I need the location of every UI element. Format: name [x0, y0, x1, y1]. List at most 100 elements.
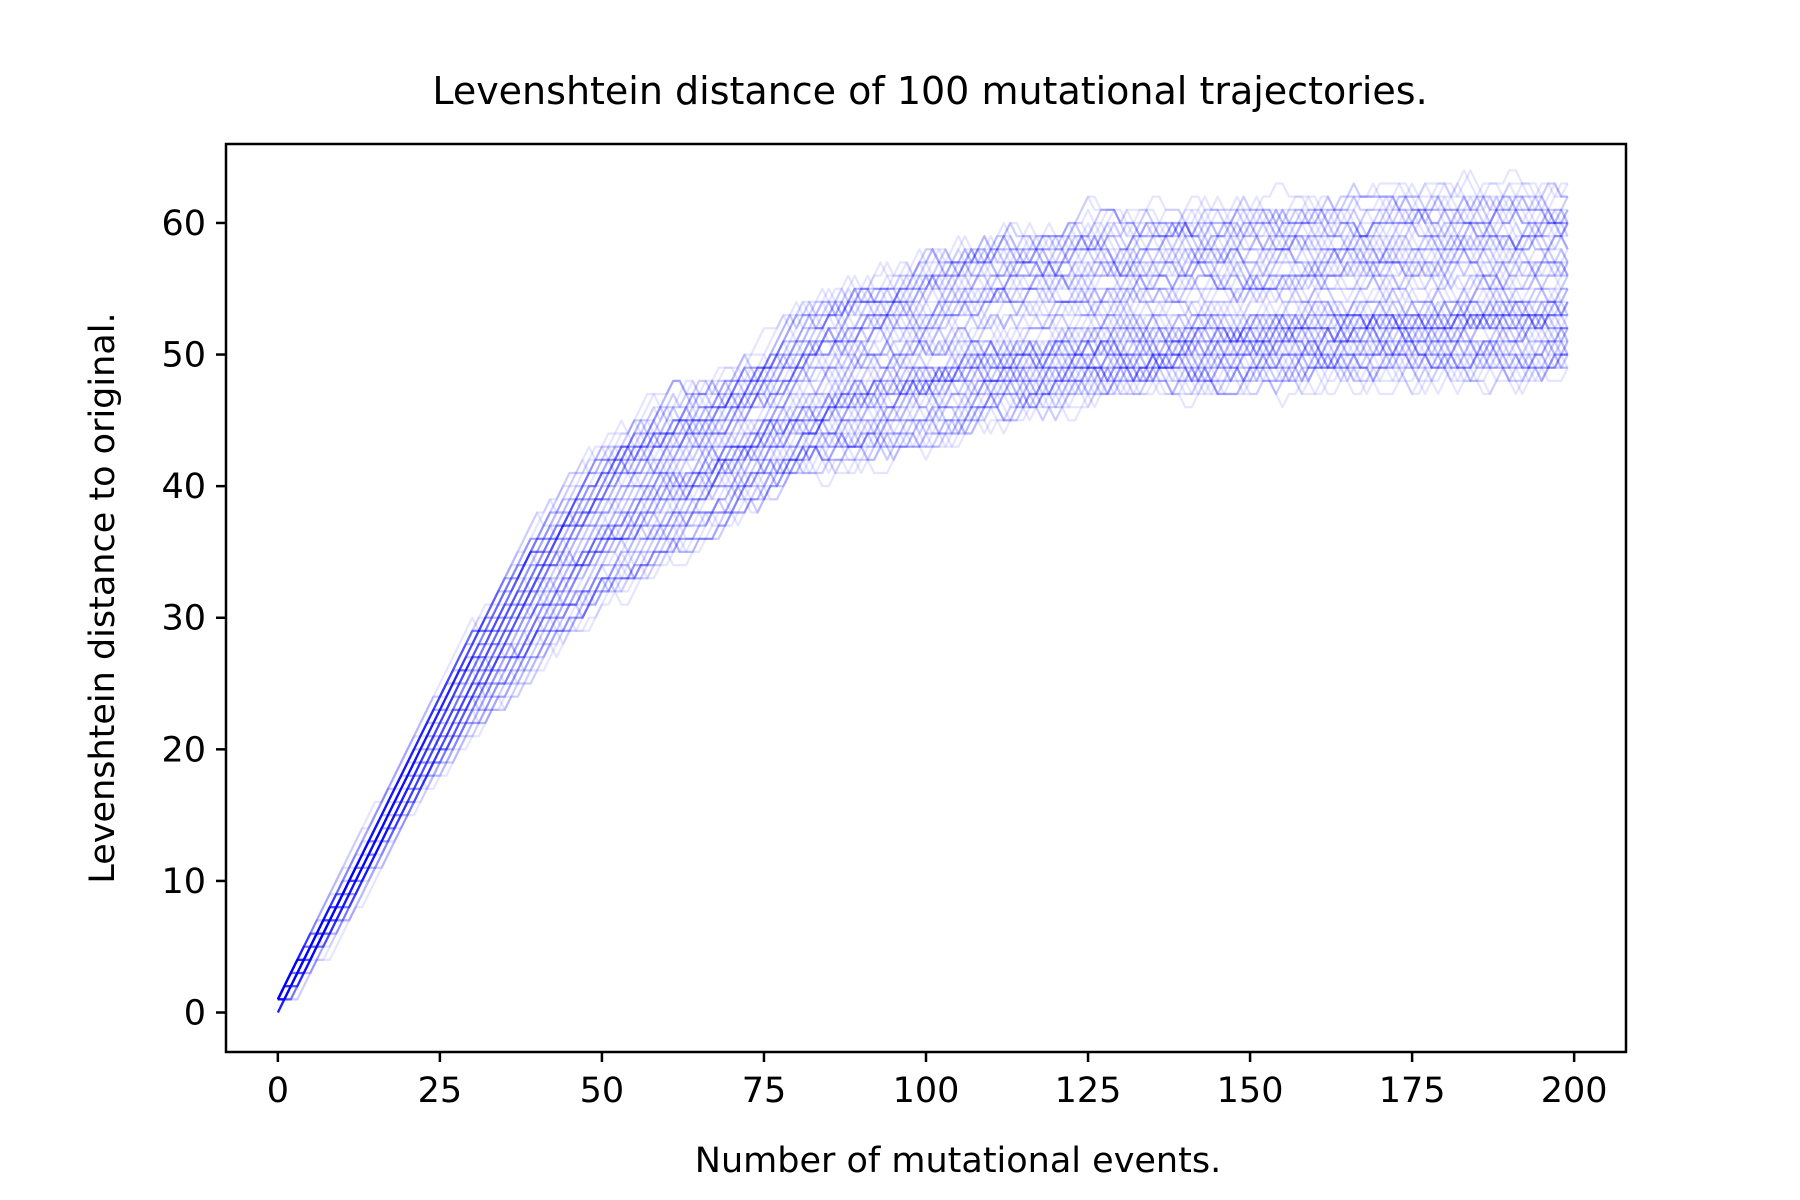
trajectory-line	[276, 208, 1568, 1000]
trajectory-line	[276, 300, 1568, 1000]
trajectory-line	[277, 327, 1569, 1001]
x-tick-label: 150	[1217, 1071, 1284, 1111]
trajectory-line	[276, 340, 1568, 1000]
trajectory-line	[276, 169, 1568, 1000]
trajectory-line	[277, 221, 1569, 1001]
trajectory-line	[276, 182, 1569, 1000]
trajectory-line	[276, 300, 1569, 1000]
trajectory-line	[276, 300, 1569, 1000]
trajectory-line	[276, 314, 1569, 1000]
x-tick-label: 100	[893, 1071, 960, 1111]
trajectory-line	[276, 261, 1569, 1013]
trajectory-lines	[276, 169, 1569, 1013]
trajectory-line	[276, 300, 1568, 1000]
trajectory-line	[276, 195, 1569, 1000]
trajectory-line	[276, 195, 1569, 1013]
trajectory-line	[276, 195, 1569, 1000]
trajectory-line	[276, 182, 1569, 1000]
trajectory-line	[277, 235, 1569, 1001]
trajectory-line	[276, 248, 1569, 1000]
trajectory-line	[276, 287, 1569, 1000]
trajectory-line	[276, 235, 1569, 1013]
y-tick-label: 60	[161, 204, 206, 244]
trajectory-line	[276, 195, 1568, 1013]
trajectory-line	[277, 261, 1568, 1001]
y-axis-label: Levenshtein distance to original.	[83, 312, 123, 883]
trajectory-line	[276, 248, 1569, 1000]
y-tick-label: 10	[161, 862, 206, 902]
trajectory-line	[276, 340, 1569, 1000]
trajectory-line	[276, 327, 1569, 1013]
y-tick-label: 40	[161, 467, 206, 507]
trajectory-line	[276, 340, 1569, 1013]
trajectory-line	[276, 235, 1569, 1000]
trajectory-line	[277, 340, 1569, 1001]
trajectory-line	[276, 287, 1568, 1000]
trajectory-line	[276, 327, 1569, 1000]
trajectory-line	[276, 275, 1569, 1000]
trajectory-line	[276, 195, 1569, 1013]
trajectory-line	[277, 314, 1569, 1001]
trajectory-line	[277, 314, 1568, 1001]
trajectory-line	[276, 287, 1569, 1000]
trajectory-line	[277, 195, 1569, 1001]
x-tick-label: 75	[742, 1071, 787, 1111]
trajectory-line	[276, 221, 1568, 1000]
trajectory-line	[277, 287, 1568, 1001]
trajectory-line	[276, 261, 1569, 1000]
trajectory-line	[276, 314, 1568, 1000]
trajectory-line	[276, 340, 1568, 1000]
trajectory-line	[277, 261, 1569, 1001]
trajectory-line	[276, 300, 1569, 1000]
trajectory-line	[276, 182, 1568, 1013]
trajectory-line	[276, 300, 1568, 1013]
trajectory-line	[276, 340, 1569, 1000]
trajectory-line	[276, 353, 1568, 1013]
x-axis-label: Number of mutational events.	[695, 1141, 1221, 1181]
trajectory-line	[276, 248, 1569, 1000]
trajectory-line	[277, 340, 1568, 1001]
trajectory-line	[277, 288, 1569, 1001]
trajectory-line	[276, 300, 1569, 1000]
trajectory-line	[276, 221, 1568, 1000]
trajectory-line	[276, 288, 1569, 1013]
trajectory-line	[276, 235, 1569, 1013]
trajectory-line	[277, 327, 1569, 1001]
trajectory-line	[276, 327, 1569, 1000]
trajectory-line	[276, 208, 1569, 1000]
trajectory-line	[277, 221, 1569, 1001]
x-tick-label: 50	[580, 1071, 625, 1111]
trajectory-line	[276, 300, 1568, 1013]
trajectory-line	[276, 327, 1568, 1000]
trajectory-line	[276, 248, 1569, 1000]
trajectory-line	[277, 182, 1569, 1001]
trajectory-line	[276, 221, 1569, 1000]
trajectory-line	[276, 169, 1569, 1000]
y-tick-label: 20	[161, 730, 206, 770]
trajectory-line	[276, 208, 1569, 1000]
trajectory-line	[277, 327, 1568, 1001]
trajectory-line	[276, 314, 1568, 1013]
trajectory-line	[276, 353, 1568, 1000]
trajectory-line	[276, 300, 1568, 1000]
trajectory-line	[277, 261, 1568, 1001]
x-tick-label: 200	[1541, 1071, 1608, 1111]
trajectory-line	[276, 195, 1569, 1013]
trajectory-line	[276, 182, 1569, 1000]
trajectory-line	[276, 327, 1568, 1000]
trajectory-line	[276, 221, 1568, 1000]
trajectory-line	[277, 261, 1568, 1001]
trajectory-line	[276, 274, 1569, 1000]
trajectory-line	[276, 208, 1568, 1013]
trajectory-line	[276, 340, 1568, 1000]
x-tick-label: 0	[267, 1071, 289, 1111]
y-tick-label: 30	[161, 599, 206, 639]
trajectory-line	[276, 300, 1569, 1000]
trajectory-line	[276, 208, 1568, 1013]
trajectory-line	[276, 300, 1569, 1000]
x-axis-ticks: 0 25 50 75 100 125 150 175 200	[267, 1052, 1608, 1111]
trajectory-line	[277, 300, 1569, 1001]
x-tick-label: 125	[1055, 1071, 1122, 1111]
y-tick-label: 0	[184, 994, 206, 1034]
